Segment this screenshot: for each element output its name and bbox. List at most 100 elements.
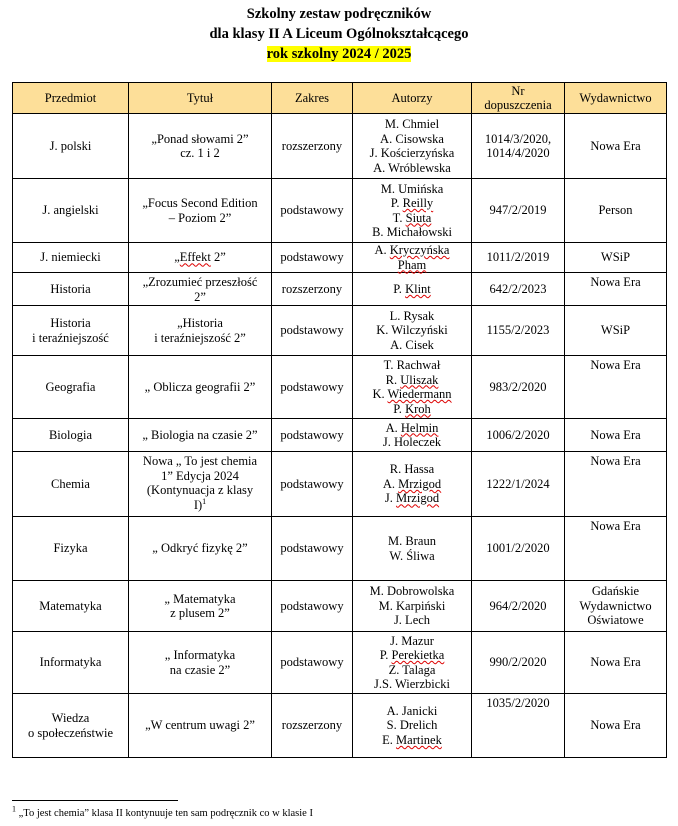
cell-text: 964/2/2020 bbox=[489, 598, 547, 613]
cell-publisher: Nowa Era bbox=[564, 272, 667, 306]
cell-text: A. Helmin J. Holeczek bbox=[382, 420, 442, 450]
cell-title: „ Oblicza geografii 2” bbox=[128, 355, 272, 419]
cell-scope: podstawowy bbox=[271, 451, 353, 517]
cell-text: Nowa „ To jest chemia 1” Edycja 2024 (Ko… bbox=[142, 454, 258, 512]
cell-text: M. Braun W. Śliwa bbox=[388, 534, 436, 563]
cell-authors: L. Rysak K. Wilczyński A. Cisek bbox=[352, 305, 472, 356]
cell-text: A. Janicki S. Drelich E. Martinek bbox=[382, 703, 442, 747]
cell-text: A. Kryczyńska Pham bbox=[374, 243, 450, 272]
cell-text: „Focus Second Edition – Poziom 2” bbox=[142, 196, 258, 225]
cell-text: J. Mazur P. Perekietka Z. Talaga J.S. Wi… bbox=[374, 633, 450, 692]
cell-publisher: WSiP bbox=[564, 242, 667, 273]
cell-text: 947/2/2019 bbox=[489, 203, 547, 218]
cell-text: Nowa Era bbox=[590, 718, 641, 733]
cell-text: Gdańskie Wydawnictwo Oświatowe bbox=[579, 584, 652, 628]
cell-scope: podstawowy bbox=[271, 242, 353, 273]
cell-text: podstawowy bbox=[280, 250, 344, 265]
table-row: J. polski „Ponad słowami 2” cz. 1 i 2 rozs… bbox=[12, 113, 667, 179]
cell-authors: M. Dobrowolska M. Karpiński J. Lech bbox=[352, 580, 472, 632]
cell-scope: podstawowy bbox=[271, 178, 353, 243]
cell-title: Nowa „ To jest chemia 1” Edycja 2024 (Ko… bbox=[128, 451, 272, 517]
table-row: Historia „Zrozumieć przeszłość 2” rozszerz… bbox=[12, 272, 667, 306]
cell-title: „Historia i teraźniejszość 2” bbox=[128, 305, 272, 356]
cell-scope: rozszerzony bbox=[271, 693, 353, 758]
cell-text: 983/2/2020 bbox=[489, 379, 547, 394]
cell-text: Person bbox=[598, 203, 633, 218]
cell-authors: M. Umińska P. Reilly T. Siuta B. Michało… bbox=[352, 178, 472, 243]
table-row: J. niemiecki „Effekt 2” podstawowy A. Krycz… bbox=[12, 242, 667, 273]
cell-subject: J. angielski bbox=[12, 178, 129, 243]
cell-text: „ Odkryć fizykę 2” bbox=[152, 541, 248, 556]
cell-text: WSiP bbox=[600, 250, 631, 265]
cell-scope: podstawowy bbox=[271, 631, 353, 694]
cell-scope: rozszerzony bbox=[271, 113, 353, 179]
column-header-publisher: Wydawnictwo bbox=[564, 82, 667, 114]
cell-title: „W centrum uwagi 2” bbox=[128, 693, 272, 758]
cell-text: 990/2/2020 bbox=[489, 655, 547, 670]
cell-scope: podstawowy bbox=[271, 580, 353, 632]
cell-approval-number: 964/2/2020 bbox=[471, 580, 565, 632]
cell-text: Nowa Era bbox=[590, 358, 641, 372]
cell-text: podstawowy bbox=[280, 379, 344, 394]
column-header-subject: Przedmiot bbox=[12, 82, 129, 114]
cell-text: Nowa Era bbox=[590, 454, 641, 468]
table-header-row: Przedmiot Tytuł Zakres Autorzy Nr dopuszczen… bbox=[12, 82, 667, 114]
cell-title: „Zrozumieć przeszłość 2” bbox=[128, 272, 272, 306]
cell-text: rozszerzony bbox=[281, 718, 343, 733]
cell-text: M. Chmiel A. Cisowska J. Kościerzyńska A… bbox=[369, 117, 455, 175]
cell-text: 1011/2/2019 bbox=[486, 250, 550, 265]
cell-approval-number: 1001/2/2020 bbox=[471, 516, 565, 581]
cell-text: podstawowy bbox=[280, 598, 344, 613]
cell-scope: podstawowy bbox=[271, 305, 353, 356]
table-row: Biologia „ Biologia na czasie 2” podstawow… bbox=[12, 418, 667, 452]
cell-authors: M. Braun W. Śliwa bbox=[352, 516, 472, 581]
cell-text: podstawowy bbox=[280, 476, 344, 491]
cell-authors: A. Kryczyńska Pham bbox=[352, 242, 472, 273]
cell-subject: Fizyka bbox=[12, 516, 129, 581]
cell-subject: Historia bbox=[12, 272, 129, 306]
cell-text: podstawowy bbox=[280, 541, 344, 556]
cell-approval-number: 947/2/2019 bbox=[471, 178, 565, 243]
cell-authors: M. Chmiel A. Cisowska J. Kościerzyńska A… bbox=[352, 113, 472, 179]
cell-publisher: Nowa Era bbox=[564, 631, 667, 694]
table-row: Wiedza o społeczeństwie „W centrum uwagi … bbox=[12, 693, 667, 758]
cell-approval-number: 1014/3/2020, 1014/4/2020 bbox=[471, 113, 565, 179]
cell-text: „ Matematyka z plusem 2” bbox=[164, 591, 236, 621]
cell-publisher: Nowa Era bbox=[564, 693, 667, 758]
cell-publisher: Nowa Era bbox=[564, 113, 667, 179]
cell-publisher: Nowa Era bbox=[564, 451, 667, 517]
cell-approval-number: 983/2/2020 bbox=[471, 355, 565, 419]
cell-text: J. angielski bbox=[42, 203, 99, 218]
cell-text: Biologia bbox=[48, 427, 93, 442]
cell-text: L. Rysak K. Wilczyński A. Cisek bbox=[376, 308, 448, 352]
table-row: Informatyka „ Informatyka na czasie 2” pod… bbox=[12, 631, 667, 694]
cell-text: 1155/2/2023 bbox=[486, 323, 550, 338]
cell-title: „Effekt 2” bbox=[128, 242, 272, 273]
cell-text: T. Rachwał R. Uliszak K. Wiedermann P. K… bbox=[372, 358, 452, 416]
cell-subject: J. niemiecki bbox=[12, 242, 129, 273]
column-header-approval-number: Nr dopuszczenia bbox=[471, 82, 565, 114]
cell-authors: A. Helmin J. Holeczek bbox=[352, 418, 472, 452]
column-header-title: Tytuł bbox=[128, 82, 272, 114]
cell-text: M. Umińska P. Reilly T. Siuta B. Michało… bbox=[372, 181, 452, 240]
cell-text: Chemia bbox=[51, 476, 90, 491]
cell-text: R. Hassa A. Mrzigod J. Mrzigod bbox=[382, 462, 442, 506]
cell-approval-number: 1035/2/2020 bbox=[471, 693, 565, 758]
school-year-highlight: rok szkolny 2024 / 2025 bbox=[266, 46, 412, 62]
cell-text: Matematyka bbox=[39, 598, 102, 613]
cell-text: Historia i teraźniejszość bbox=[32, 316, 109, 345]
cell-approval-number: 1006/2/2020 bbox=[471, 418, 565, 452]
cell-subject: Matematyka bbox=[12, 580, 129, 632]
table-row: J. angielski „Focus Second Edition – Pozi… bbox=[12, 178, 667, 243]
cell-text: Informatyka bbox=[39, 655, 102, 670]
cell-approval-number: 1222/1/2024 bbox=[471, 451, 565, 517]
cell-publisher: Nowa Era bbox=[564, 418, 667, 452]
cell-text: Fizyka bbox=[53, 541, 88, 556]
cell-text: „Effekt 2” bbox=[174, 250, 226, 265]
table-row: Fizyka „ Odkryć fizykę 2” podstawowy M. Bra… bbox=[12, 516, 667, 581]
cell-text: „ Biologia na czasie 2” bbox=[142, 427, 258, 442]
cell-subject: Geografia bbox=[12, 355, 129, 419]
cell-title: „ Matematyka z plusem 2” bbox=[128, 580, 272, 632]
document-title: Szkolny zestaw podręczników bbox=[246, 6, 432, 22]
cell-text: podstawowy bbox=[280, 203, 344, 218]
